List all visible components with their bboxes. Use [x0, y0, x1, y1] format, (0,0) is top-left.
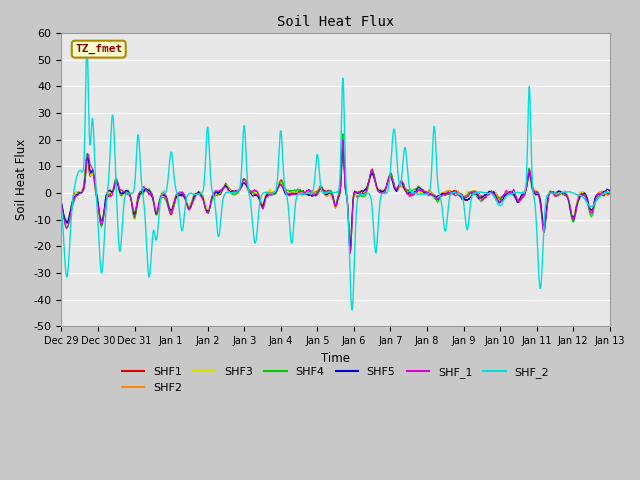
- SHF3: [422, 192, 429, 197]
- SHF_1: [179, 190, 187, 196]
- SHF3: [346, 243, 354, 249]
- SHF1: [493, 195, 500, 201]
- Line: SHF2: SHF2: [61, 141, 610, 245]
- SHF2: [493, 192, 500, 198]
- SHF3: [58, 200, 65, 205]
- SHF4: [346, 251, 354, 256]
- SHF3: [241, 179, 248, 184]
- SHF2: [541, 219, 549, 225]
- SHF_1: [166, 209, 174, 215]
- SHF1: [541, 218, 549, 224]
- Title: Soil Heat Flux: Soil Heat Flux: [277, 15, 394, 29]
- SHF4: [493, 194, 500, 200]
- SHF5: [339, 141, 347, 146]
- SHF3: [606, 190, 614, 196]
- SHF4: [606, 189, 614, 195]
- SHF_1: [241, 177, 248, 182]
- SHF5: [606, 188, 614, 194]
- SHF3: [339, 141, 347, 146]
- SHF3: [541, 217, 549, 223]
- SHF5: [179, 193, 187, 199]
- SHF1: [166, 211, 174, 216]
- SHF_2: [606, 190, 614, 195]
- X-axis label: Time: Time: [321, 352, 350, 365]
- SHF1: [346, 249, 354, 254]
- SHF_1: [606, 191, 614, 196]
- SHF2: [166, 207, 174, 213]
- SHF4: [541, 222, 549, 228]
- SHF4: [166, 210, 174, 216]
- SHF5: [422, 190, 429, 196]
- SHF_2: [422, 191, 429, 197]
- SHF2: [346, 242, 354, 248]
- SHF_1: [541, 221, 549, 227]
- Line: SHF1: SHF1: [61, 142, 610, 252]
- SHF_2: [58, 205, 65, 211]
- SHF_2: [541, 204, 549, 209]
- SHF4: [179, 191, 187, 197]
- SHF5: [346, 243, 354, 249]
- SHF_1: [422, 189, 429, 195]
- SHF_2: [241, 131, 249, 137]
- SHF2: [179, 192, 187, 198]
- SHF_2: [180, 219, 188, 225]
- Legend: SHF1, SHF2, SHF3, SHF4, SHF5, SHF_1, SHF_2: SHF1, SHF2, SHF3, SHF4, SHF5, SHF_1, SHF…: [118, 363, 554, 397]
- SHF2: [606, 192, 614, 197]
- SHF_2: [493, 199, 500, 204]
- Text: TZ_fmet: TZ_fmet: [75, 44, 122, 54]
- SHF_1: [493, 196, 500, 202]
- Y-axis label: Soil Heat Flux: Soil Heat Flux: [15, 139, 28, 220]
- SHF1: [606, 190, 614, 196]
- SHF4: [422, 191, 429, 197]
- Line: SHF5: SHF5: [61, 144, 610, 246]
- Line: SHF_1: SHF_1: [61, 140, 610, 253]
- SHF5: [241, 180, 248, 186]
- SHF3: [179, 192, 187, 198]
- SHF_1: [339, 137, 347, 143]
- SHF4: [339, 131, 347, 137]
- SHF1: [241, 176, 248, 182]
- SHF2: [422, 188, 429, 194]
- SHF5: [166, 206, 174, 212]
- SHF3: [166, 206, 174, 212]
- SHF1: [422, 189, 429, 195]
- SHF1: [339, 139, 347, 145]
- SHF2: [339, 138, 347, 144]
- SHF_1: [346, 251, 354, 256]
- SHF5: [493, 196, 500, 202]
- SHF4: [241, 177, 248, 182]
- SHF5: [541, 216, 549, 222]
- Line: SHF4: SHF4: [61, 134, 610, 253]
- SHF5: [58, 200, 65, 205]
- SHF2: [58, 201, 65, 207]
- SHF_2: [348, 307, 356, 313]
- Line: SHF3: SHF3: [61, 144, 610, 246]
- SHF4: [58, 200, 65, 206]
- SHF2: [241, 177, 248, 183]
- SHF1: [179, 193, 187, 199]
- Line: SHF_2: SHF_2: [61, 45, 610, 310]
- SHF_2: [83, 42, 91, 48]
- SHF3: [493, 195, 500, 201]
- SHF1: [58, 201, 65, 206]
- SHF_2: [166, 152, 174, 157]
- SHF_1: [58, 202, 65, 207]
